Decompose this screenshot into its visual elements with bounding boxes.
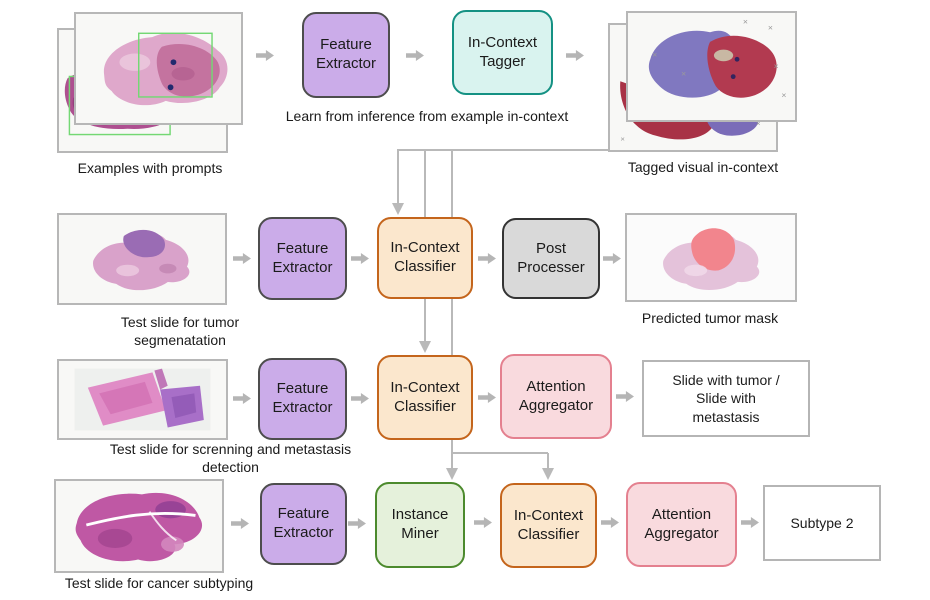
tissue-slide-graphic [103,32,228,106]
right-arrow-icon [351,393,369,404]
right-arrow-icon [233,253,251,264]
tagged-caption: Tagged visual in-context [627,159,779,175]
test-slide-image-subtyping [54,479,224,573]
svg-text:×: × [774,61,779,71]
subtype-result-box: Subtype 2 [763,485,881,561]
feature-extractor-box-row2: Feature Extractor [258,217,347,300]
in-context-classifier-box-row2: In-Context Classifier [377,217,473,299]
feature-extractor-box-row4: Feature Extractor [260,483,347,565]
right-arrow-icon [256,50,274,61]
result-line: Subtype 2 [790,514,854,531]
right-arrow-icon [474,517,492,528]
box-label: In-Context Classifier [513,506,584,543]
tagged-slide-graphic: × × × × × × [648,17,786,100]
svg-text:×: × [681,69,686,79]
right-arrow-icon [601,517,619,528]
box-label: Feature Extractor [272,239,333,276]
screening-caption: Test slide for screnning and metastasis … [38,441,423,476]
svg-text:×: × [781,90,786,100]
segmentation-caption: Test slide for tumor segmenatation [80,314,280,349]
right-arrow-icon [566,50,584,61]
in-context-classifier-box-row3: In-Context Classifier [377,355,473,440]
box-label: Feature Extractor [273,505,334,541]
feature-extractor-box-row3: Feature Extractor [258,358,347,440]
box-label: Attention Aggregator [644,505,719,542]
in-context-classifier-box-row4: In-Context Classifier [500,483,597,568]
right-arrow-icon [478,253,496,264]
screening-result-box: Slide with tumor / Slide with metastasis [642,360,810,437]
svg-text:×: × [768,22,773,32]
instance-miner-box: Instance Miner [375,482,465,568]
svg-text:×: × [743,17,748,27]
right-arrow-icon [741,517,759,528]
in-context-tagger-box: In-Context Tagger [452,10,553,95]
right-arrow-icon [351,253,369,264]
examples-image-front [74,12,243,125]
box-label: Attention Aggregator [518,377,594,414]
caption-line: detection [202,458,259,475]
box-label: In-Context Tagger [467,33,538,70]
svg-text:×: × [652,49,657,59]
predicted-mask-caption: Predicted tumor mask [641,310,779,326]
attention-aggregator-box-row3: Attention Aggregator [500,354,612,439]
subtyping-caption: Test slide for cancer subtyping [64,575,254,591]
right-arrow-icon [233,393,251,404]
result-line: Slide with tumor / [672,372,780,389]
box-label: Post Processer [517,239,585,276]
predicted-mask-image [625,213,797,302]
box-label: Instance Miner [391,506,449,542]
box-label: In-Context Classifier [390,239,460,275]
attention-aggregator-box-row4: Attention Aggregator [626,482,737,567]
feature-extractor-box-row1: Feature Extractor [302,12,390,98]
right-arrow-icon [406,50,424,61]
tagged-image-front: × × × × × × [626,11,797,122]
caption-line: Test slide for screnning and metastasis [109,441,352,457]
right-arrow-icon [348,518,366,529]
right-arrow-icon [231,518,249,529]
tissue-slide-graphic [75,492,203,562]
right-arrow-icon [616,391,634,402]
right-arrow-icon [478,392,496,403]
result-line: Slide with [696,390,756,407]
svg-text:×: × [756,119,761,128]
examples-caption: Examples with prompts [77,160,223,176]
caption-line: Test slide for tumor [120,314,240,330]
caption-line: segmenatation [134,331,226,348]
mask-slide-graphic [663,228,760,291]
post-processer-box: Post Processer [502,218,600,299]
tissue-slide-graphic [93,229,190,291]
result-line: metastasis [692,408,760,425]
test-slide-image-segmentation [57,213,227,305]
tissue-slide-graphic [74,368,211,431]
box-label: In-Context Classifier [390,378,460,415]
svg-text:×: × [620,134,625,143]
test-slide-image-screening [57,359,228,440]
box-label: Feature Extractor [272,380,333,416]
box-label: Feature Extractor [315,36,376,72]
learn-caption: Learn from inference from example in-con… [285,108,569,124]
right-arrow-icon [603,253,621,264]
